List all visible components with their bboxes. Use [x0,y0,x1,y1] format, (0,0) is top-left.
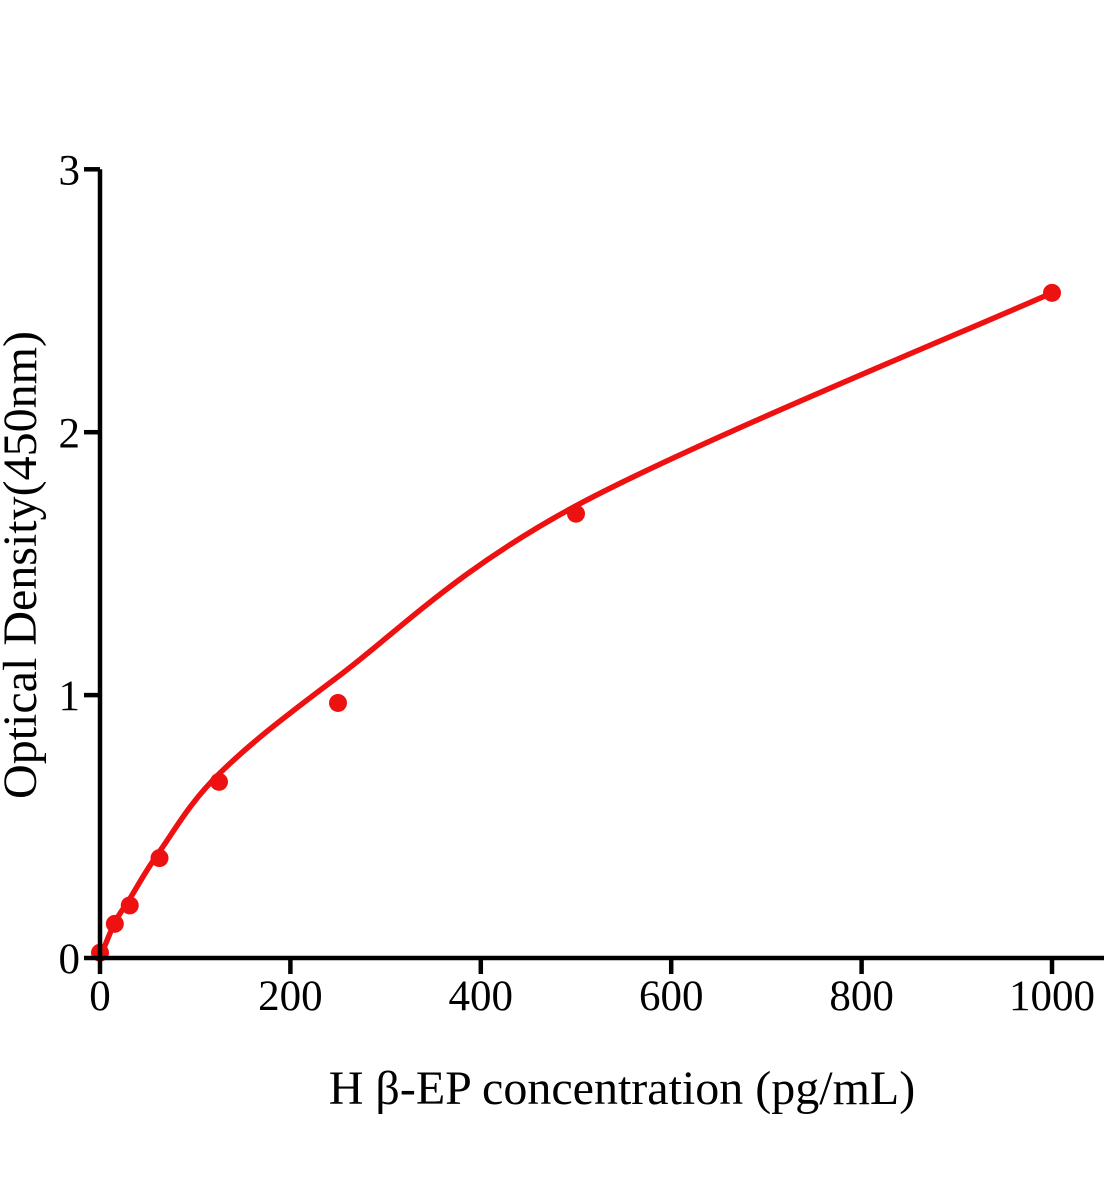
y-tick-label: 3 [59,147,81,194]
axis-tick-labels: 0 200 400 600 800 1000 0 1 2 3 [59,147,1096,1020]
axis-ticks [84,167,1055,974]
axes [97,169,1104,961]
data-point-marker [210,772,228,791]
x-tick-label: 600 [639,973,704,1020]
x-tick-label: 200 [258,973,323,1020]
data-point-marker [329,693,347,712]
data-point-marker [567,504,585,523]
x-axis-title: H β-EP concentration (pg/mL) [329,1062,915,1115]
x-tick-label: 800 [829,973,894,1020]
x-tick-label: 400 [449,973,514,1020]
data-point-markers [91,283,1061,962]
y-tick-label: 2 [59,410,81,457]
data-point-marker [105,914,124,933]
y-tick-label: 0 [59,936,81,983]
x-tick-label: 0 [89,973,111,1020]
data-point-marker [1043,283,1061,302]
fit-curve-line [97,290,1055,961]
data-point-marker [120,896,139,915]
x-tick-label: 1000 [1009,973,1095,1020]
y-tick-label: 1 [59,673,81,720]
data-point-marker [150,849,169,868]
y-axis-title: Optical Density(450nm) [0,331,47,799]
